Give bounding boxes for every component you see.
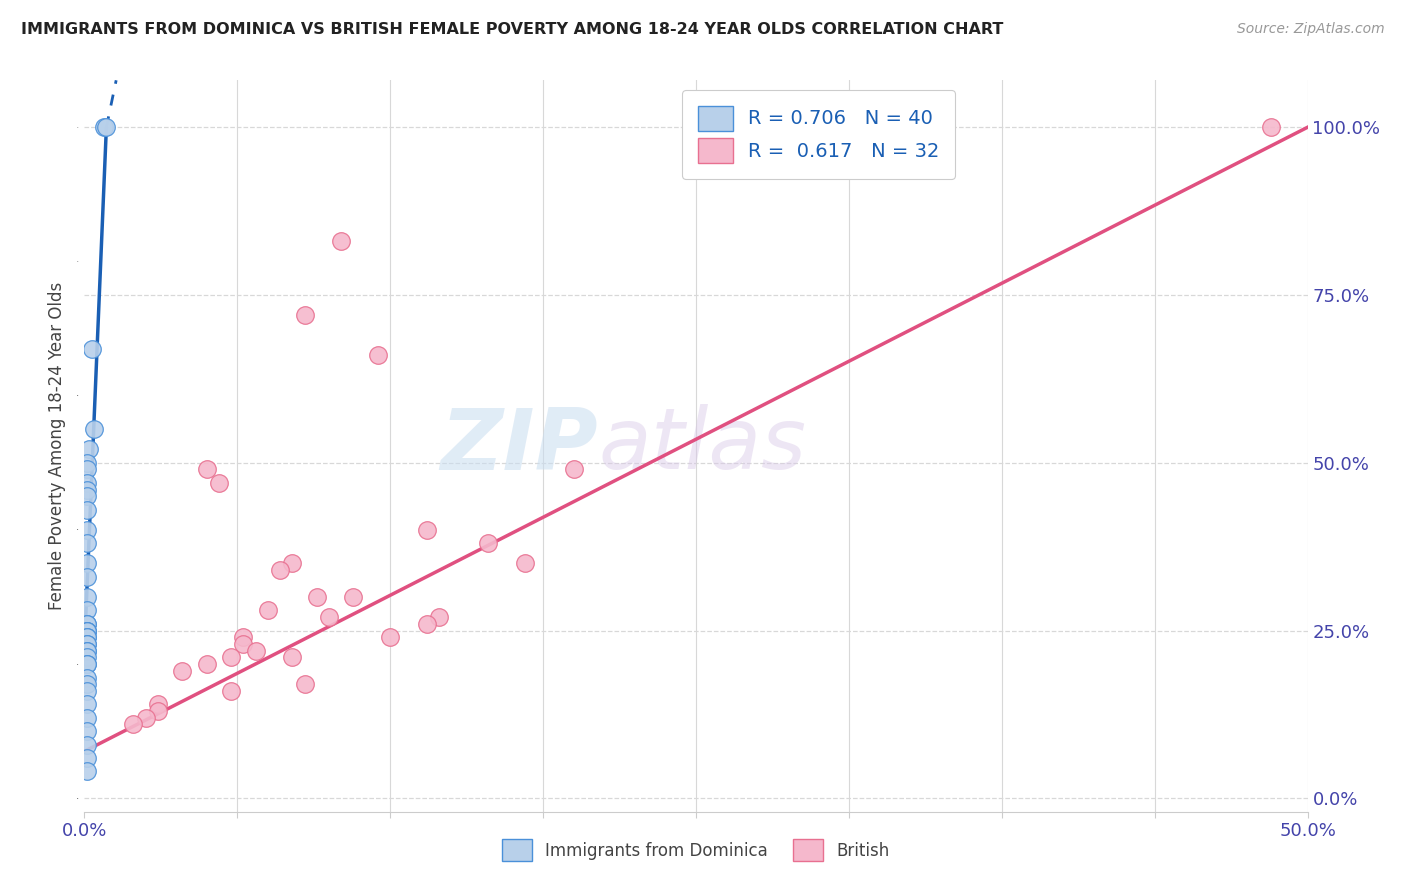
Point [76,711,98,725]
Point [219,684,242,698]
Point [76,698,98,712]
Point [76,489,98,503]
Point [245,643,267,657]
Point [76,677,98,691]
Point [562,462,585,476]
Point [380,630,402,644]
Point [416,616,439,631]
Point [76,523,98,537]
Point [76,603,98,617]
Point [76,643,98,657]
Point [76,630,98,644]
Point [76,502,98,516]
Point [76,616,98,631]
Point [76,624,98,638]
Point [477,536,499,550]
Point [172,664,194,678]
Point [367,348,389,362]
Point [76,751,98,765]
Point [342,590,364,604]
Point [76,624,98,638]
Point [257,603,280,617]
Text: IMMIGRANTS FROM DOMINICA VS BRITISH FEMALE POVERTY AMONG 18-24 YEAR OLDS CORRELA: IMMIGRANTS FROM DOMINICA VS BRITISH FEMA… [21,22,1004,37]
Point [122,717,145,731]
Point [80,342,103,356]
Point [76,764,98,779]
Point [76,483,98,497]
Point [76,657,98,671]
Point [281,557,304,571]
Point [76,684,98,698]
Text: Source: ZipAtlas.com: Source: ZipAtlas.com [1237,22,1385,37]
Point [76,462,98,476]
Point [76,630,98,644]
Point [146,698,169,712]
Point [281,650,304,665]
Point [146,704,169,718]
Legend: Immigrants from Dominica, British: Immigrants from Dominica, British [494,831,898,869]
Point [76,738,98,752]
Point [96,120,118,135]
Point [135,711,157,725]
Point [76,650,98,665]
Point [318,610,340,624]
Point [76,637,98,651]
Point [232,630,254,644]
Point [232,637,254,651]
Text: ZIP: ZIP [440,404,598,488]
Point [76,643,98,657]
Point [76,570,98,584]
Point [427,610,450,624]
Point [294,677,316,691]
Point [269,563,291,577]
Point [76,624,98,638]
Point [195,462,218,476]
Point [416,523,439,537]
Point [76,616,98,631]
Point [305,590,328,604]
Point [76,724,98,739]
Point [513,557,536,571]
Point [76,536,98,550]
Point [77,442,100,457]
Point [93,120,115,135]
Point [195,657,218,671]
Point [76,557,98,571]
Point [294,308,316,322]
Point [219,650,242,665]
Point [76,475,98,490]
Point [83,422,105,436]
Point [76,590,98,604]
Point [76,637,98,651]
Point [1260,120,1282,135]
Point [330,235,353,249]
Point [76,671,98,685]
Point [76,657,98,671]
Point [76,456,98,470]
Y-axis label: Female Poverty Among 18-24 Year Olds: Female Poverty Among 18-24 Year Olds [48,282,66,610]
Point [208,475,231,490]
Text: atlas: atlas [598,404,806,488]
